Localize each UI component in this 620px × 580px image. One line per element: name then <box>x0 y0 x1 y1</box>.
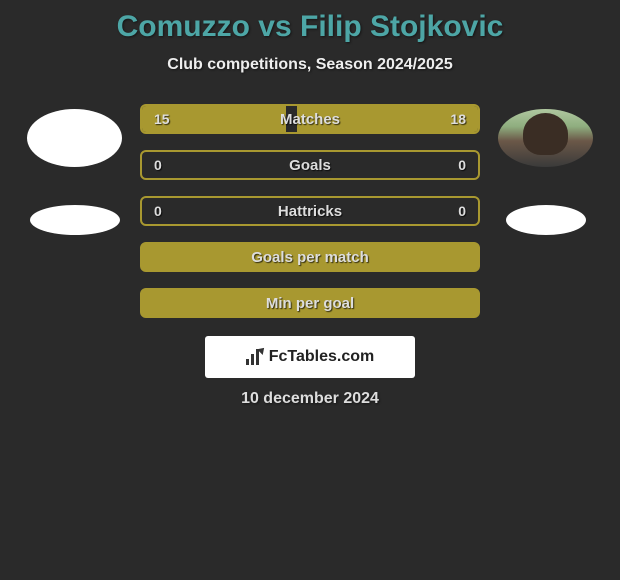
stat-row: 15 18 Matches <box>140 104 480 134</box>
stat-row: 0 0 Hattricks <box>140 196 480 226</box>
left-player-column <box>27 104 122 235</box>
stat-value-left: 15 <box>154 111 170 127</box>
snapshot-date: 10 december 2024 <box>8 390 612 408</box>
stat-row: Goals per match <box>140 242 480 272</box>
watermark-text: FcTables.com <box>269 348 375 366</box>
stat-label: Min per goal <box>266 295 354 312</box>
left-player-avatar <box>27 109 122 167</box>
right-player-avatar <box>498 109 593 167</box>
chart-icon <box>246 349 264 365</box>
season-subtitle: Club competitions, Season 2024/2025 <box>8 56 612 74</box>
stat-label: Hattricks <box>278 203 342 220</box>
comparison-title: Comuzzo vs Filip Stojkovic <box>8 10 612 44</box>
stat-label: Goals per match <box>251 249 369 266</box>
right-player-badge <box>506 205 586 235</box>
stat-value-right: 0 <box>458 203 466 219</box>
stat-value-right: 18 <box>450 111 466 127</box>
stat-value-left: 0 <box>154 157 162 173</box>
stat-label: Matches <box>280 111 340 128</box>
stat-row: Min per goal <box>140 288 480 318</box>
stat-value-left: 0 <box>154 203 162 219</box>
watermark: FcTables.com <box>205 336 415 378</box>
right-player-column <box>498 104 593 235</box>
comparison-content: 15 18 Matches 0 0 Goals 0 0 Hattricks Goals per m… <box>8 104 612 318</box>
stats-column: 15 18 Matches 0 0 Goals 0 0 Hattricks Goals per m… <box>140 104 480 318</box>
stat-row: 0 0 Goals <box>140 150 480 180</box>
stat-label: Goals <box>289 157 331 174</box>
left-player-badge <box>30 205 120 235</box>
stat-value-right: 0 <box>458 157 466 173</box>
